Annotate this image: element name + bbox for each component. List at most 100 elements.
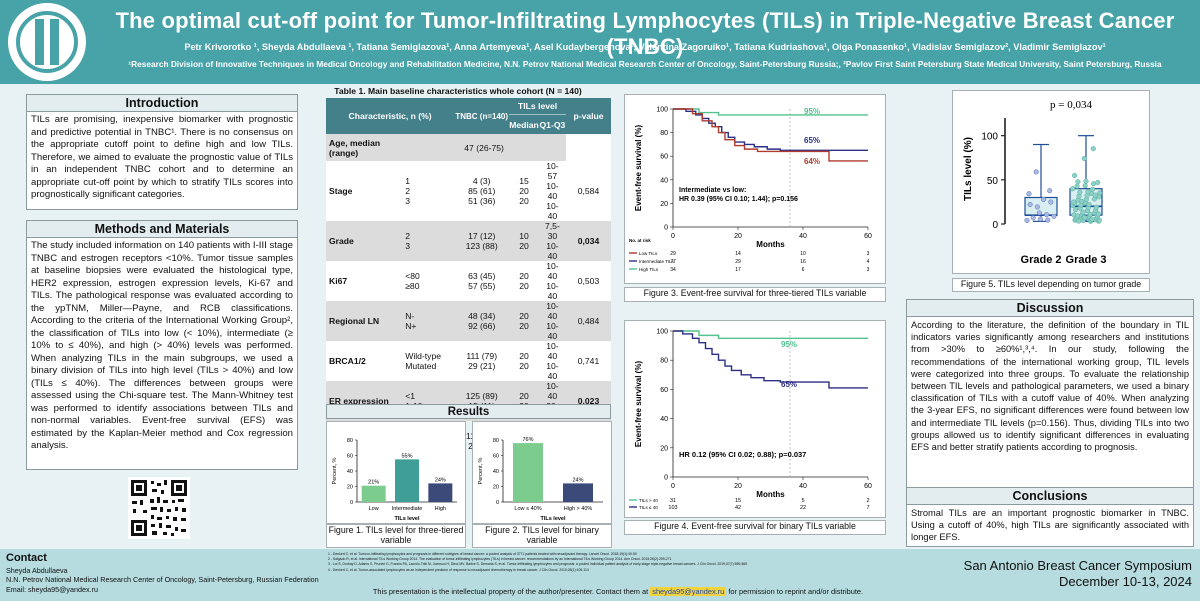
data-point bbox=[1073, 207, 1079, 213]
data-point bbox=[1096, 217, 1102, 223]
symposium-dates: December 10-13, 2024 bbox=[1059, 574, 1192, 589]
table-cell-line: 20 bbox=[519, 311, 529, 321]
survival-curve bbox=[673, 330, 868, 389]
data-point bbox=[1075, 213, 1081, 219]
y-tick-label: 0 bbox=[664, 475, 668, 482]
risk-value: 3 bbox=[867, 251, 870, 257]
table-cell-line: 57 (55) bbox=[468, 281, 496, 291]
contact-org: N.N. Petrov National Medical Research Ce… bbox=[6, 575, 319, 585]
table-cell-line: Wild-type bbox=[405, 351, 442, 361]
figure1-caption: Figure 1. TILs level for three-tiered va… bbox=[326, 524, 466, 548]
risk-value: 22 bbox=[800, 505, 806, 511]
bar-value-label: 24% bbox=[435, 477, 446, 483]
table-cell-line: 10-40 bbox=[546, 361, 559, 381]
table-cell-sub: N- N+ bbox=[402, 301, 454, 341]
table-cell-line: 92 (66) bbox=[468, 321, 496, 331]
y-tick-label: 40 bbox=[660, 177, 668, 184]
contact-block: Sheyda Abdullaeva N.N. Petrov National M… bbox=[6, 566, 319, 594]
y-tick-label: 60 bbox=[660, 387, 668, 394]
y-tick-label: 60 bbox=[347, 454, 353, 460]
table-cell-label: BRCA1/2 bbox=[329, 356, 366, 366]
y-axis-label: TILs level (%) bbox=[963, 137, 974, 201]
y-tick-label: 20 bbox=[660, 445, 668, 452]
x-tick-label: Intermediate bbox=[392, 506, 423, 512]
risk-value: 42 bbox=[735, 505, 741, 511]
table-cell-line: Mutated bbox=[405, 361, 437, 371]
methods-title: Methods and Materials bbox=[27, 221, 297, 238]
introduction-text: TILs are promising, inexpensive biomarke… bbox=[31, 114, 293, 200]
risk-value: 5 bbox=[801, 498, 804, 504]
risk-value: 14 bbox=[735, 251, 741, 257]
table-cell-line: 63 (45) bbox=[468, 271, 496, 281]
qr-code[interactable] bbox=[128, 477, 190, 539]
y-tick-label: 20 bbox=[493, 485, 499, 491]
table-cell-median: 10 20 bbox=[509, 221, 539, 261]
table-cell-sub: <80 ≥80 bbox=[402, 261, 454, 301]
data-point bbox=[1040, 196, 1047, 202]
y-tick-label: 80 bbox=[347, 438, 353, 444]
poster-title: The optimal cut-off point for Tumor-Infi… bbox=[115, 8, 1175, 59]
discussion-title: Discussion bbox=[907, 300, 1193, 317]
end-label-intermediate: 65% bbox=[804, 136, 820, 145]
table-cell-line: N- bbox=[405, 311, 415, 321]
y-tick-label: 20 bbox=[347, 485, 353, 491]
table-cell-line: 125 (89) bbox=[465, 391, 498, 401]
table-cell-n: 17 (12) 123 (88) bbox=[454, 221, 509, 261]
risk-value: 4 bbox=[867, 259, 870, 265]
y-tick-label: 0 bbox=[496, 500, 499, 506]
th-pvalue: p-value bbox=[573, 111, 604, 121]
table-cell-line: 2 bbox=[405, 186, 410, 196]
x-tick-label: 20 bbox=[734, 233, 742, 240]
x-tick-label: Low ≤ 40% bbox=[514, 506, 541, 512]
data-point bbox=[1048, 199, 1054, 205]
risk-value: 31 bbox=[670, 498, 676, 504]
figure1-panel: 0 20 40 60 80 Percent, % TILs level 21% Low 55% In… bbox=[326, 421, 466, 524]
references-list: 1 - Denkert C, et al. Tumour-infiltratin… bbox=[328, 552, 908, 573]
data-point bbox=[1093, 204, 1099, 210]
contact-email[interactable]: Email: sheyda95@yandex.ru bbox=[6, 584, 98, 594]
table-cell-line: 3 bbox=[405, 241, 410, 251]
data-point bbox=[1070, 186, 1076, 192]
risk-row-label: Intermediate TILs bbox=[639, 259, 675, 264]
y-tick-label: 80 bbox=[660, 358, 668, 365]
figure2-caption: Figure 2. TILs level for binary variable bbox=[472, 524, 612, 548]
data-point bbox=[1051, 213, 1057, 219]
data-point bbox=[1086, 201, 1092, 208]
figure4-caption: Figure 4. Event-free survival for binary… bbox=[624, 520, 886, 535]
property-email[interactable]: sheyda95@yandex.ru bbox=[650, 587, 727, 596]
data-point bbox=[1036, 210, 1042, 216]
table-cell-line: 85 (61) bbox=[468, 186, 496, 196]
bar-value-label: 24% bbox=[572, 477, 583, 483]
data-point bbox=[1074, 183, 1080, 189]
table-row: BRCA1/2 Wild-type Mutated 111 (79) 29 (21) 20… bbox=[326, 341, 611, 381]
y-tick-label: 0 bbox=[664, 225, 668, 232]
y-tick-label: 40 bbox=[493, 469, 499, 475]
table-cell-median: 20 20 bbox=[509, 341, 539, 381]
y-tick-label: 40 bbox=[347, 469, 353, 475]
x-tick-label: High bbox=[435, 506, 446, 512]
figure3-caption: Figure 3. Event-free survival for three-… bbox=[624, 287, 886, 302]
table-cell-p: 0,034 bbox=[577, 236, 600, 246]
x-tick-label: 40 bbox=[799, 233, 807, 240]
table1-title: Table 1. Main baseline characteristics w… bbox=[334, 86, 582, 96]
y-axis-label: Event-free survival (%) bbox=[634, 361, 643, 448]
x-tick-label: 0 bbox=[671, 233, 675, 240]
end-label-low: 65% bbox=[781, 380, 797, 389]
th-tnbc: TNBC (n=140) bbox=[455, 111, 509, 121]
x-tick-label: 60 bbox=[864, 483, 872, 490]
risk-value: 17 bbox=[735, 267, 741, 273]
x-tick-label: High > 40% bbox=[564, 506, 593, 512]
data-point bbox=[1075, 179, 1081, 185]
data-point bbox=[1081, 155, 1087, 162]
x-tick-label: 0 bbox=[671, 483, 675, 490]
poster-header: The optimal cut-off point for Tumor-Infi… bbox=[0, 0, 1200, 84]
risk-value: 7 bbox=[866, 505, 869, 511]
hr-annotation: HR 0.12 (95% CI 0.02; 0.88); p=0.037 bbox=[679, 450, 806, 459]
baseline-table: Characteristic, n (%) TNBC (n=140) TILs … bbox=[326, 98, 611, 461]
end-label-high: 95% bbox=[804, 107, 820, 116]
hr-annotation-title: Intermediate vs low: bbox=[679, 187, 746, 194]
bar-value-label: 21% bbox=[368, 480, 379, 486]
risk-value: 29 bbox=[735, 259, 741, 265]
property-notice: This presentation is the intellectual pr… bbox=[328, 587, 908, 596]
risk-value: 103 bbox=[668, 505, 677, 511]
